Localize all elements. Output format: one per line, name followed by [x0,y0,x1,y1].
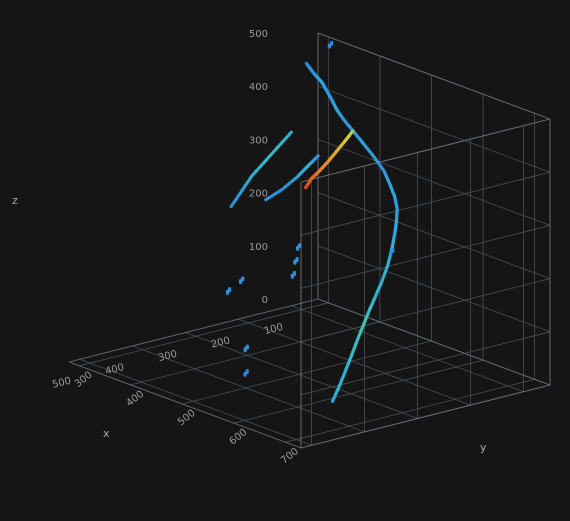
data-point [225,291,230,295]
z-tick-label: 400 [249,82,268,93]
grid-line [285,378,535,443]
grid-line [132,345,365,433]
z-axis-label: z [12,194,18,207]
grid-line [79,302,329,367]
data-point [238,280,243,285]
grid-line [317,192,551,279]
data-point [330,399,335,403]
data-point [290,275,294,279]
box-edge [68,298,319,363]
box-edge [300,118,551,183]
grid-line [79,358,312,446]
grid-line [300,225,551,289]
data-point [304,185,308,190]
data-point [295,247,300,251]
grid-line [317,85,551,173]
data-point [389,252,393,256]
x-tick-label: 400 [104,362,125,377]
points-layer [225,40,399,403]
grid-line [300,171,551,236]
z-tick-label: 200 [249,189,268,200]
data-point [243,373,247,377]
x-tick-label: 200 [210,335,231,350]
grid-line [182,340,432,405]
box-edge [68,361,302,449]
y-axis-label: y [480,441,487,454]
z-tick-label: 100 [249,242,268,253]
box-edge [317,298,551,386]
z-tick-label: 500 [249,29,268,40]
box-edge [300,384,551,449]
grid-line [130,321,380,386]
grid-line [233,359,484,424]
data-point [243,348,247,353]
z-tick-label: 0 [262,295,268,306]
grid-line [238,318,471,406]
x-tick-label: 300 [157,349,178,364]
box-edge [317,32,551,120]
grid-layer [68,32,551,449]
z-tick-label: 300 [249,135,268,146]
grid-line [317,245,551,333]
x-tick-label: 100 [263,322,284,337]
x-axis-label: x [103,427,110,440]
data-point [327,45,332,49]
grid-line [317,139,551,226]
grid-line [291,305,524,393]
data-point [264,198,268,202]
x-tick-label: 500 [51,376,72,391]
grid-line [300,331,551,396]
data-point [229,204,233,209]
data-point [293,261,297,265]
grid-line [185,332,418,419]
